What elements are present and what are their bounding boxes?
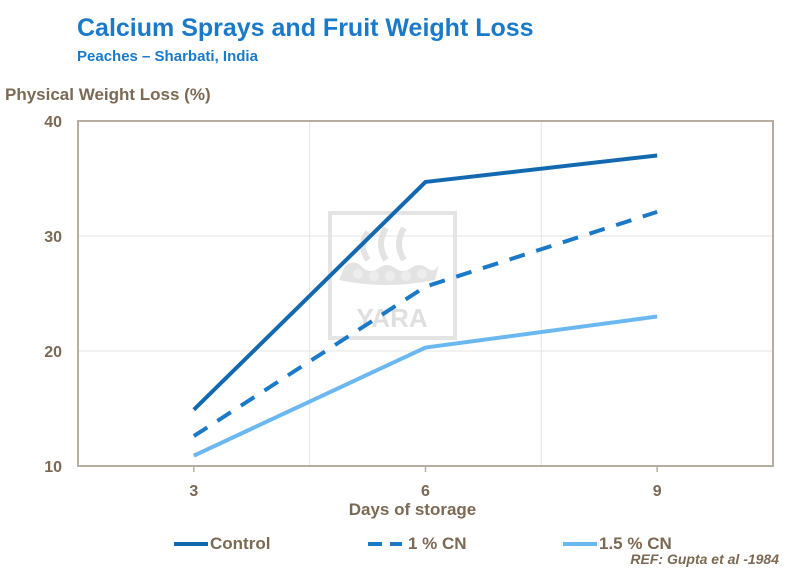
x-tick-label: 3 — [189, 483, 198, 500]
series-layer — [192, 153, 658, 458]
legend-swatch-1-5-cn — [563, 542, 597, 546]
plot-frame — [77, 120, 774, 467]
y-axis-label: Physical Weight Loss (%) — [5, 85, 211, 104]
legend-label-1-cn: 1 % CN — [408, 534, 467, 553]
y-tick-label: 10 — [44, 459, 62, 476]
legend-swatch-control — [174, 542, 208, 546]
x-tick-label: 6 — [421, 483, 430, 500]
x-tick-label: 9 — [653, 483, 662, 500]
legend-swatch-1-cn — [368, 542, 402, 546]
legend-label-control: Control — [210, 534, 271, 553]
series-line-1-cn — [192, 209, 658, 438]
chart-title: Calcium Sprays and Fruit Weight Loss — [77, 14, 534, 42]
chart-subtitle: Peaches – Sharbati, India — [77, 48, 258, 65]
legend-item-1-cn: 1 % CN — [368, 534, 467, 554]
y-tick-label: 40 — [44, 114, 62, 131]
y-tick-label: 30 — [44, 229, 62, 246]
series-line-control — [192, 153, 658, 412]
series-line-1-5-cn — [192, 314, 658, 458]
grid-layer — [78, 121, 773, 466]
viking-ship-logo-icon — [339, 226, 439, 285]
y-tick-label: 20 — [44, 344, 62, 361]
x-axis-label: Days of storage — [348, 500, 477, 519]
reference-note: REF: Gupta et al -1984 — [630, 551, 779, 567]
legend-item-control: Control — [174, 534, 270, 554]
legend-label-1-5-cn: 1.5 % CN — [599, 534, 672, 553]
watermark: YARA — [328, 211, 457, 340]
axes-layer: 10 20 30 40 3 6 9 — [44, 114, 774, 500]
legend-item-1-5-cn: 1.5 % CN — [563, 534, 672, 554]
